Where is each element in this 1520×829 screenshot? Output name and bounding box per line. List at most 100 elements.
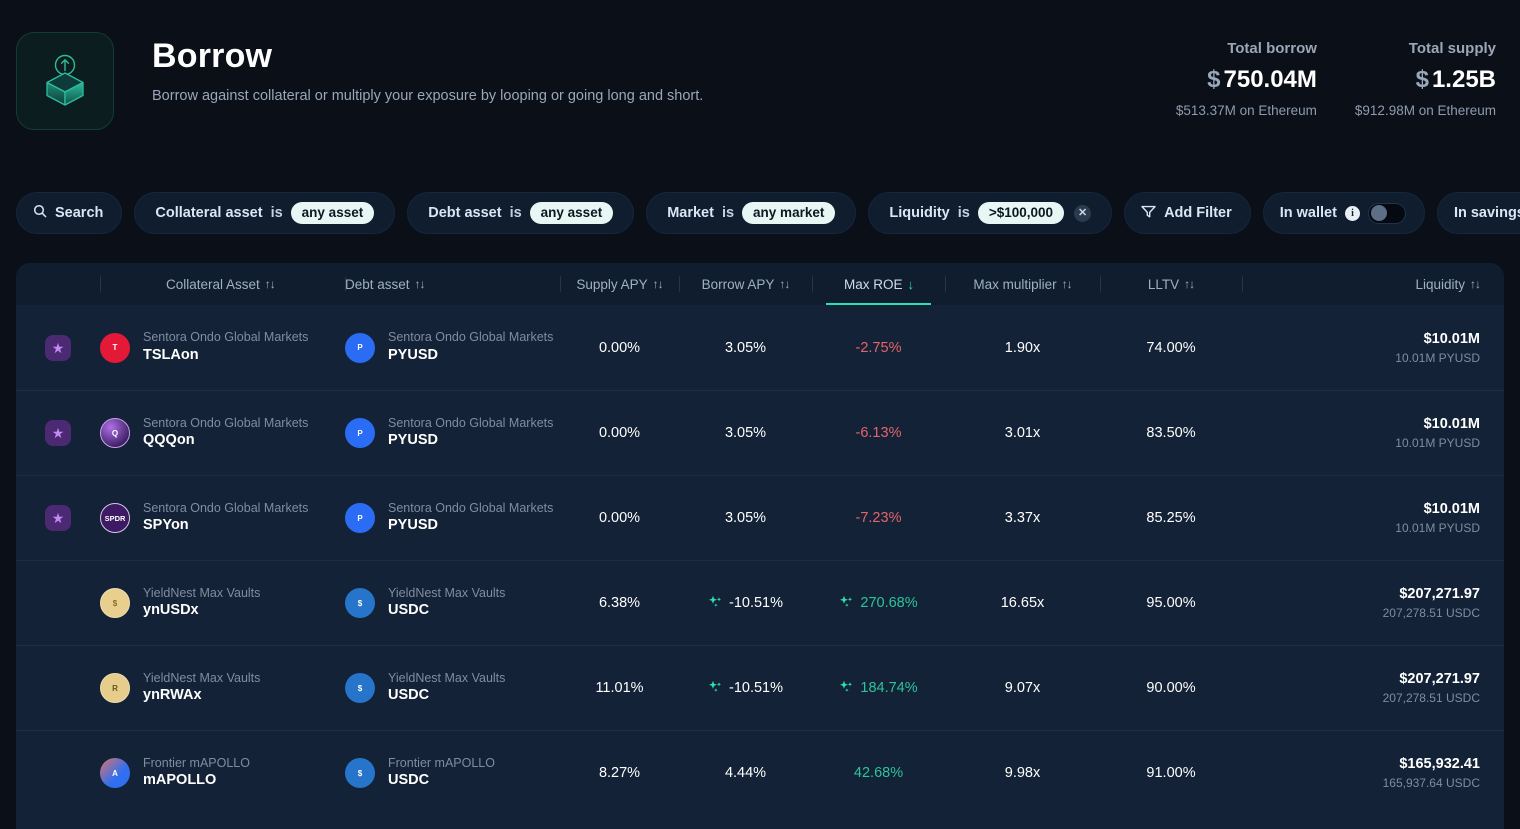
- debt-asset-cell[interactable]: $ YieldNest Max Vaults USDC: [345, 671, 560, 705]
- debt-asset-cell[interactable]: $ YieldNest Max Vaults USDC: [345, 586, 560, 620]
- filter-debt-asset[interactable]: Debt asset is any asset: [407, 192, 635, 234]
- column-header-liquidity[interactable]: Liquidity ↑↓: [1242, 263, 1504, 305]
- add-filter-label: Add Filter: [1164, 205, 1232, 221]
- table-row[interactable]: $ YieldNest Max Vaults ynUSDx $ YieldNest Ma…: [16, 560, 1504, 645]
- column-header-supply-apy[interactable]: Supply APY ↑↓: [560, 263, 679, 305]
- sort-icon[interactable]: ↓: [907, 276, 914, 292]
- favorite-star-icon[interactable]: ★: [45, 505, 71, 531]
- stat-value: $750.04M: [1176, 66, 1317, 94]
- in-wallet-switch[interactable]: [1367, 202, 1406, 224]
- pyusd-coin-icon: P: [345, 332, 375, 363]
- max-roe-value: 270.68%: [812, 595, 945, 611]
- filter-value[interactable]: any asset: [290, 202, 375, 224]
- asset-market-name: YieldNest Max Vaults: [143, 670, 261, 685]
- tsla-coin-icon: T: [100, 332, 130, 363]
- filter-liquidity[interactable]: Liquidity is >$100,000 ✕: [868, 192, 1113, 234]
- usdc-coin-icon: $: [345, 588, 375, 618]
- value-text: 3.05%: [724, 510, 767, 526]
- collateral-asset-cell[interactable]: R YieldNest Max Vaults ynRWAx: [100, 670, 345, 705]
- table-row[interactable]: ★ SPDR Sentora Ondo Global Markets SPYon P Se…: [16, 475, 1504, 560]
- asset-names: Frontier mAPOLLO USDC: [388, 755, 495, 790]
- favorite-star-icon[interactable]: ★: [45, 334, 71, 361]
- sort-icon[interactable]: ↑↓: [1061, 277, 1073, 291]
- favorite-star-icon[interactable]: ★: [45, 420, 71, 446]
- favorite-cell[interactable]: ★: [16, 334, 100, 361]
- asset: A Frontier mAPOLLO mAPOLLO: [100, 756, 345, 790]
- debt-asset-cell[interactable]: $ Frontier mAPOLLO USDC: [345, 755, 560, 790]
- asset-names: Sentora Ondo Global Markets PYUSD: [388, 416, 553, 450]
- toggle-in-savings[interactable]: In savings i: [1436, 192, 1520, 234]
- collateral-asset-cell[interactable]: T Sentora Ondo Global Markets TSLAon: [100, 330, 345, 364]
- collateral-asset-cell[interactable]: $ YieldNest Max Vaults ynUSDx: [100, 586, 345, 620]
- liquidity-cell: $10.01M 10.01M PYUSD: [1242, 501, 1504, 535]
- column-header-max-roe[interactable]: Max ROE ↓: [812, 263, 945, 305]
- debt-asset-cell[interactable]: P Sentora Ondo Global Markets PYUSD: [345, 416, 560, 450]
- table-row[interactable]: R YieldNest Max Vaults ynRWAx $ YieldNest Ma…: [16, 645, 1504, 730]
- column-label: Supply APY: [576, 276, 648, 292]
- info-icon[interactable]: i: [1344, 205, 1360, 221]
- search-button[interactable]: Search: [16, 192, 123, 234]
- lltv-value: 85.25%: [1146, 510, 1196, 526]
- table-header-favorite: [16, 263, 100, 305]
- liquidity-native: 207,278.51 USDC: [1382, 606, 1480, 620]
- asset-names: YieldNest Max Vaults ynUSDx: [143, 586, 260, 620]
- qqq-coin-icon: Q: [100, 418, 130, 448]
- sort-icon[interactable]: ↑↓: [779, 277, 790, 291]
- stat-label: Total borrow: [1227, 40, 1317, 57]
- borrow-apy-value: -10.51%: [679, 680, 812, 696]
- value-text: 270.68%: [860, 595, 918, 611]
- sort-icon[interactable]: ↑↓: [1470, 277, 1481, 291]
- lltv-value: 91.00%: [1146, 765, 1196, 781]
- filter-value[interactable]: >$100,000: [977, 202, 1065, 224]
- table-row[interactable]: ★ T Sentora Ondo Global Markets TSLAon P Sent…: [16, 305, 1504, 390]
- asset: SPDR Sentora Ondo Global Markets SPYon: [100, 501, 345, 535]
- filter-operator: is: [509, 205, 522, 221]
- liquidity-usd: $10.01M: [1423, 501, 1480, 517]
- liquidity-usd: $165,932.41: [1399, 756, 1480, 772]
- supply-apy-value: 11.01%: [595, 680, 644, 696]
- funnel-icon: [1141, 205, 1156, 222]
- column-label: Max multiplier: [973, 276, 1057, 292]
- debt-asset-cell[interactable]: P Sentora Ondo Global Markets PYUSD: [345, 330, 560, 364]
- table-row[interactable]: ★ Q Sentora Ondo Global Markets QQQon P Sento…: [16, 390, 1504, 475]
- value-text: -2.75%: [855, 339, 902, 356]
- asset-market-name: Frontier mAPOLLO: [388, 755, 495, 770]
- column-header-collateral-asset[interactable]: Collateral Asset ↑↓: [100, 263, 345, 305]
- favorite-cell[interactable]: ★: [16, 420, 100, 446]
- column-divider: [345, 276, 346, 292]
- collateral-asset-cell[interactable]: SPDR Sentora Ondo Global Markets SPYon: [100, 501, 345, 535]
- collateral-asset-cell[interactable]: A Frontier mAPOLLO mAPOLLO: [100, 756, 345, 790]
- max-roe-value: -2.75%: [812, 340, 945, 356]
- liquidity-cell: $165,932.41 165,937.64 USDC: [1242, 756, 1504, 790]
- asset: R YieldNest Max Vaults ynRWAx: [100, 670, 345, 705]
- toggle-in-wallet[interactable]: In wallet i: [1262, 192, 1425, 234]
- add-filter-button[interactable]: Add Filter: [1124, 192, 1251, 234]
- asset: Q Sentora Ondo Global Markets QQQon: [100, 416, 345, 450]
- max-multiplier-value: 9.07x: [1004, 680, 1041, 696]
- value-text: 4.44%: [724, 765, 767, 781]
- filter-value[interactable]: any asset: [529, 202, 614, 224]
- sort-icon[interactable]: ↑↓: [1184, 277, 1195, 291]
- max-multiplier-value: 9.98x: [1004, 765, 1041, 781]
- liquidity-native: 10.01M PYUSD: [1395, 350, 1480, 365]
- column-divider: [679, 276, 680, 292]
- filter-market[interactable]: Market is any market: [646, 192, 857, 234]
- column-header-max-multiplier[interactable]: Max multiplier ↑↓: [945, 263, 1100, 305]
- favorite-cell[interactable]: ★: [16, 505, 100, 531]
- column-header-borrow-apy[interactable]: Borrow APY ↑↓: [679, 263, 812, 305]
- collateral-asset-cell[interactable]: Q Sentora Ondo Global Markets QQQon: [100, 416, 345, 450]
- clear-filter-icon[interactable]: ✕: [1074, 204, 1092, 222]
- filter-value[interactable]: any market: [742, 202, 836, 224]
- debt-asset-cell[interactable]: P Sentora Ondo Global Markets PYUSD: [345, 501, 560, 535]
- column-header-debt-asset[interactable]: Debt asset ↑↓: [345, 263, 560, 305]
- sort-icon[interactable]: ↑↓: [652, 277, 664, 291]
- sort-icon[interactable]: ↑↓: [264, 277, 276, 291]
- column-header-lltv[interactable]: LLTV ↑↓: [1100, 263, 1242, 305]
- table-row[interactable]: A Frontier mAPOLLO mAPOLLO $ Frontier mAPOLL…: [16, 730, 1504, 815]
- asset-symbol: TSLAon: [143, 346, 199, 363]
- column-divider: [560, 276, 561, 292]
- column-label: Max ROE: [843, 276, 903, 292]
- filter-collateral-asset[interactable]: Collateral asset is any asset: [134, 192, 396, 234]
- ynusdx-coin-icon: $: [100, 588, 130, 618]
- sort-icon[interactable]: ↑↓: [414, 277, 426, 291]
